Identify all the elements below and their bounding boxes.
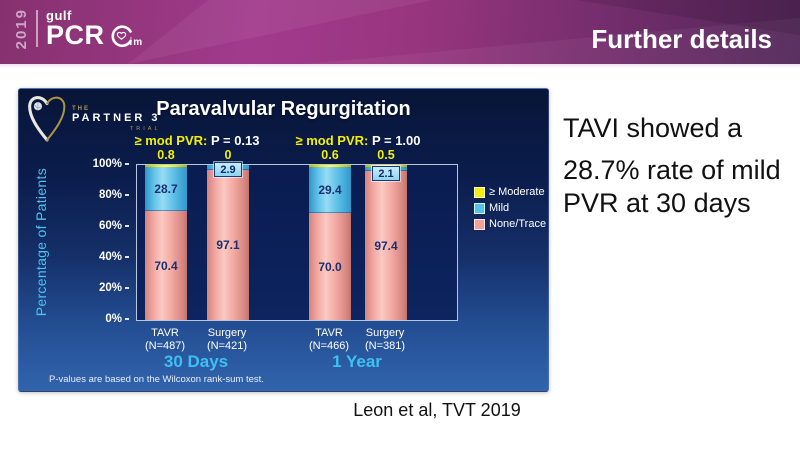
y-tick-100: 100% — [74, 158, 129, 170]
legend-swatch-none-trace — [474, 218, 485, 230]
slide-title: Further details — [591, 24, 772, 54]
takeaway-line-2: 28.7% rate of mild PVR at 30 days — [563, 155, 781, 218]
partner3-heart-icon — [28, 96, 66, 142]
mild-callout: 2.1 — [372, 166, 400, 181]
legend: ≥ Moderate Mild None/Trace — [474, 186, 546, 230]
group-label-30days: 30 Days — [163, 352, 229, 371]
header-banner: 2019 gulf PCR im Further details — [0, 0, 800, 64]
y-tick-0: 0% — [74, 313, 129, 325]
segment-moderate — [145, 165, 187, 167]
x-label-tavr-30d: TAVR (N=487) — [144, 327, 186, 353]
none-trace-value: 70.0 — [318, 259, 342, 274]
moderate-label-tavr-1y: 0.6 — [321, 148, 339, 162]
plot-area: ≥ mod PVR: P = 0.13 ≥ mod PVR: P = 1.00 … — [134, 133, 458, 321]
segment-mild: 29.4 — [309, 167, 351, 213]
segment-none-trace: 97.1 — [207, 170, 249, 320]
y-tick-40: 40% — [74, 251, 129, 263]
segment-none-trace: 70.4 — [145, 211, 187, 320]
logo-gulf-text: gulf — [46, 7, 72, 23]
logo-year: 2019 — [13, 8, 30, 50]
pvalue-1year: ≥ mod PVR: P = 1.00 — [295, 133, 421, 148]
trial-logo-name: PARTNER 3 — [72, 112, 161, 125]
gulf-pcr-logo: 2019 gulf PCR im — [13, 7, 144, 50]
legend-swatch-moderate — [474, 186, 485, 198]
legend-item-none-trace: None/Trace — [474, 218, 546, 230]
mild-value: 29.4 — [318, 182, 342, 197]
segment-mild: 28.7 — [145, 167, 187, 211]
gim-ring-heart-icon — [110, 25, 132, 47]
header-underline — [0, 64, 800, 68]
trial-logo-the: THE — [72, 106, 90, 113]
y-tick-60: 60% — [74, 220, 129, 232]
takeaway-line-1: TAVI showed a — [563, 113, 743, 143]
legend-item-moderate: ≥ Moderate — [474, 186, 546, 198]
segment-moderate — [309, 165, 351, 167]
none-trace-value: 97.4 — [374, 238, 398, 253]
segment-none-trace: 97.4 — [365, 171, 407, 320]
x-label-surgery-30d: Surgery (N=421) — [206, 327, 248, 353]
y-tick-20: 20% — [74, 282, 129, 294]
pvalue-30days: ≥ mod PVR: P = 0.13 — [134, 133, 260, 148]
logo-divider — [36, 10, 38, 48]
y-tick-80: 80% — [74, 189, 129, 201]
moderate-label-tavr-30d: 0.8 — [157, 148, 175, 162]
legend-item-mild: Mild — [474, 202, 546, 214]
gim-logo: im — [109, 23, 144, 49]
none-trace-value: 70.4 — [154, 258, 178, 273]
moderate-label-surgery-1y: 0.5 — [377, 148, 395, 162]
none-trace-value: 97.1 — [216, 238, 240, 252]
logo-pcr-text: PCR — [46, 19, 105, 50]
mild-value: 28.7 — [154, 181, 178, 196]
logo-gim-text: im — [129, 36, 144, 48]
moderate-label-surgery-30d: 0 — [224, 148, 232, 162]
group-label-1year: 1 Year — [332, 352, 382, 371]
bar-surgery-30days: 2.9 97.1 — [207, 162, 249, 320]
citation: Leon et al, TVT 2019 — [353, 400, 521, 420]
segment-none-trace: 70.0 — [309, 213, 351, 320]
chart-footnote: P-values are based on the Wilcoxon rank-… — [49, 374, 264, 385]
x-label-tavr-1y: TAVR (N=466) — [308, 327, 350, 353]
legend-swatch-mild — [474, 202, 485, 214]
x-label-surgery-1y: Surgery (N=381) — [364, 327, 406, 353]
takeaway-text: TAVI showed a 28.7% rate of mild PVR at … — [563, 112, 795, 219]
partner3-trial-logo: THE PARTNER 3 TRIAL — [27, 94, 161, 144]
bar-surgery-1year: 2.1 97.4 — [365, 165, 407, 320]
y-axis-label: Percentage of Patients — [33, 168, 49, 317]
mild-callout: 2.9 — [214, 162, 242, 177]
chart-title: Paravalvular Regurgitation — [156, 98, 411, 120]
trial-logo-trial: TRIAL — [129, 125, 161, 132]
bar-tavr-30days: 28.7 70.4 — [145, 165, 187, 320]
chart-panel: THE PARTNER 3 TRIAL Paravalvular Regurgi… — [18, 88, 549, 392]
bar-tavr-1year: 29.4 70.0 — [309, 165, 351, 320]
